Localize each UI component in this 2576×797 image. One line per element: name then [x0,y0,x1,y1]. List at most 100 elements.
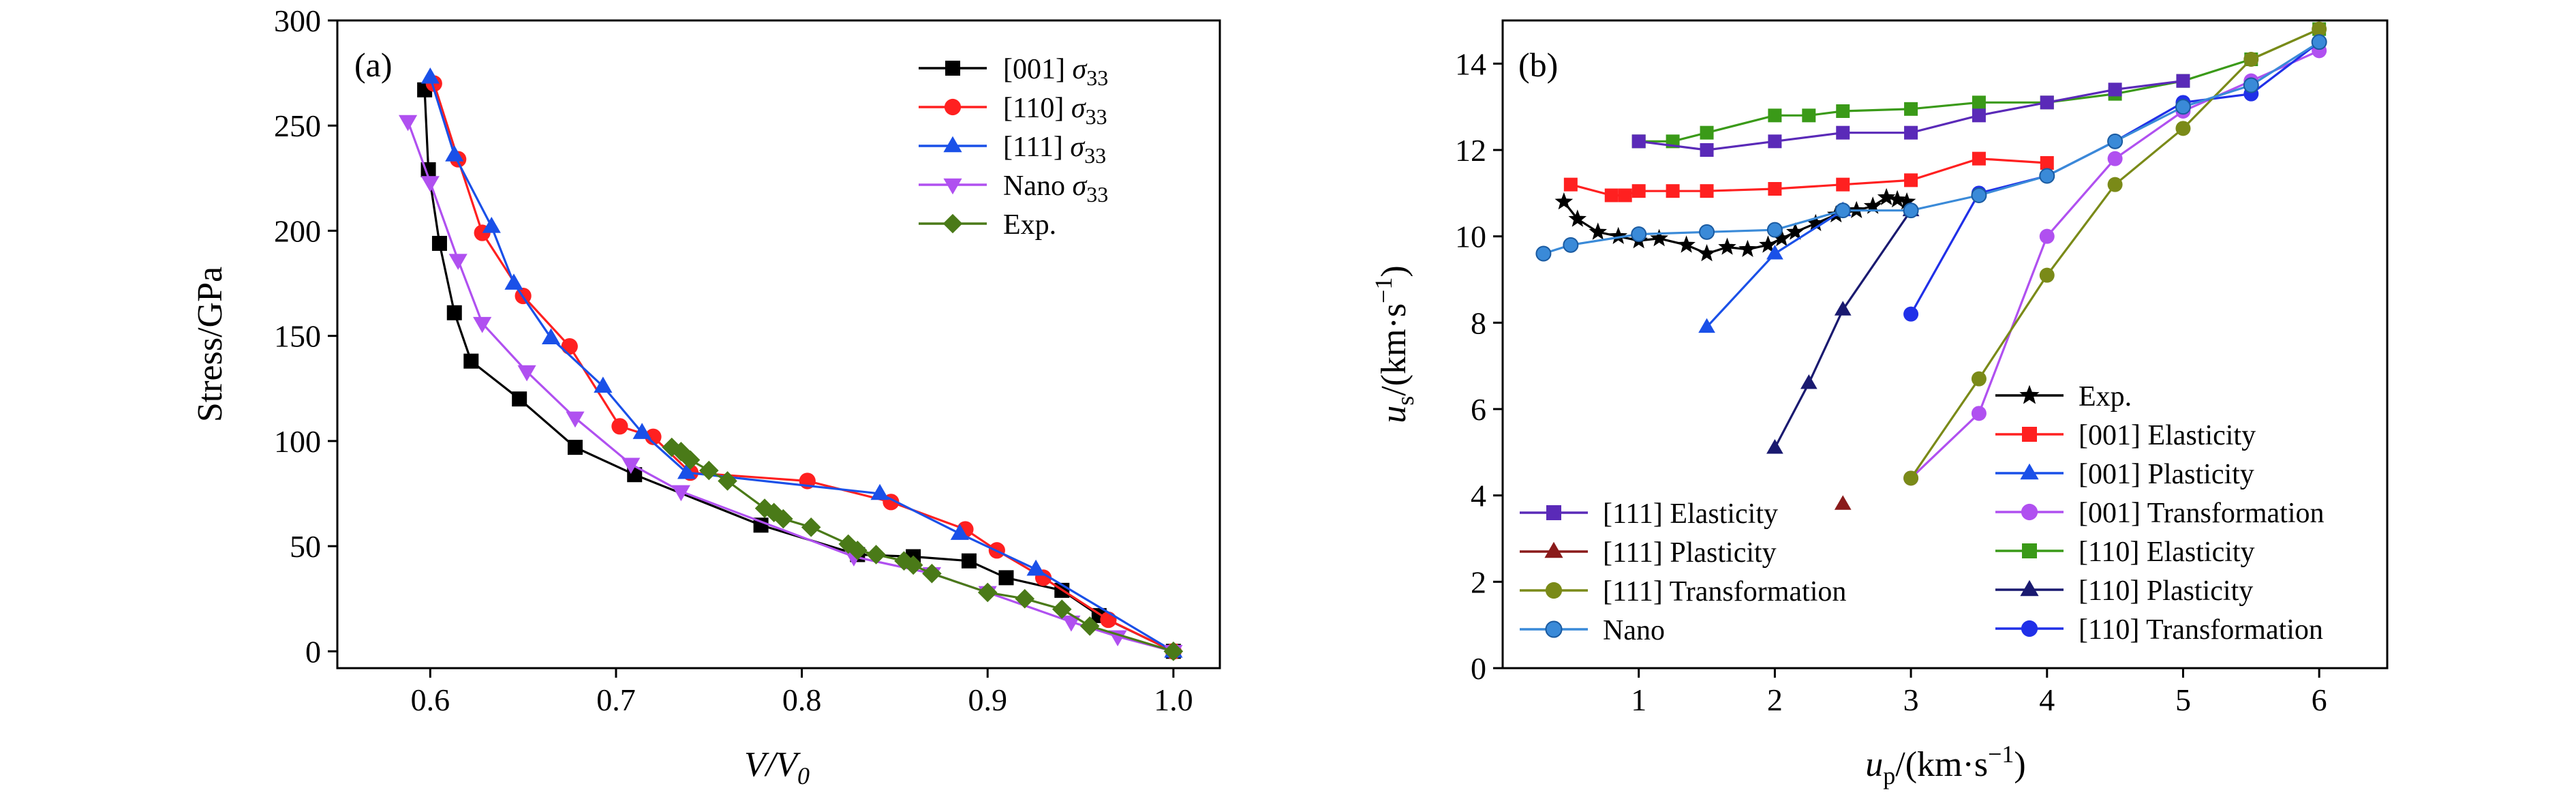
panel-b-legend-label: [110] Plasticity [2079,575,2253,607]
panel-a: 0.6 0.7 0.8 0.9 1.0 0 50 100 150 200 250 300 (a) St… [191,3,1221,790]
panel-b-point-111-elasticity [1700,143,1714,157]
panel-a-ticks: 0.6 0.7 0.8 0.9 1.0 0 50 100 150 200 250 300 [274,3,1193,717]
panel-b-y-axis-label-rest: /(km·s [1375,303,1413,396]
panel-a-point-111-33 [504,273,523,290]
panel-b-point-nano [2311,34,2327,50]
panel-b-legend-entry-111-elasticity: [111] Elasticity [1520,498,1778,530]
panel-a-x-tick-label: 0.9 [968,682,1007,717]
panel-b-x-axis-label-end: ) [2014,745,2025,784]
panel-b-point-110-elasticity [1802,108,1816,123]
panel-b-point-111-elasticity [2108,82,2122,97]
panel-a-point-nano-33 [1108,630,1127,647]
panel-b-point-nano [1766,222,1783,238]
panel-b-series-001-transformation [1903,43,2327,486]
panel-a-point-111-33 [632,423,651,439]
panel-a-y-tick-label: 200 [274,213,321,248]
panel-b-legend-marker [2022,543,2037,558]
panel-b-point-111-elasticity [1836,125,1850,140]
panel-b-legend-label: [110] Transformation [2079,614,2323,646]
panel-a-point-nano-33 [517,365,536,382]
panel-b-legend-marker [1544,541,1563,558]
panel-b-legend-entry-exp: Exp. [1995,381,2132,412]
panel-b-point-110-elasticity [1768,108,1782,123]
panel-b-point-exp [1568,209,1587,227]
panel-b-point-001-elasticity [1604,188,1619,202]
panel-a-axes-frame [336,19,1221,670]
panel-a-y-tick-label: 50 [290,529,321,564]
panel-a-point-001-33 [431,235,447,251]
panel-b-point-exp [1718,237,1736,255]
panel-a-legend-marker [944,98,962,116]
panel-b-point-exp [1554,192,1574,210]
panel-b-point-nano [1835,202,1851,219]
panel-b-legend-label: [111] Elasticity [1603,498,1778,530]
legend-label-subscript: 33 [1084,143,1106,168]
panel-a-point-exp [838,534,859,554]
panel-a-point-nano-33 [473,316,492,333]
panel-b-point-001-plasticity [1766,245,1783,260]
panel-a-y-tick-label: 250 [274,108,321,143]
panel-b-x-tick-label: 2 [1767,682,1783,717]
panel-b-legend-entry-110-elasticity: [110] Elasticity [1995,537,2255,568]
panel-a-legend-marker [942,213,963,234]
panel-b-point-nano [2175,99,2191,115]
panel-b-line-110-elasticity [1638,28,2320,142]
panel-a-point-001-33 [961,553,977,569]
panel-b-point-001-elasticity [1700,184,1714,198]
panel-a-point-110-33 [1100,611,1117,629]
panel-a-legend-label: [001] σ33 [1003,54,1108,90]
panel-a-point-exp [894,551,914,571]
panel-b-point-110-elasticity [1700,125,1714,140]
panel-b-point-nano [1631,226,1647,242]
panel-a-point-exp [1052,599,1072,619]
legend-label-subscript: 33 [1086,65,1108,90]
panel-b-point-001-elasticity [1618,188,1632,202]
panel-b-point-111-elasticity [1972,108,1986,123]
panel-b-point-exp [1650,228,1668,247]
panel-a-point-111-33 [541,328,561,345]
panel-a-point-001-33 [753,517,769,533]
panel-a-point-nano-33 [566,411,585,428]
panel-a-legend-entry-exp: Exp. [919,209,1056,241]
panel-a-point-exp [922,563,942,584]
panel-a-point-110-33 [645,428,662,445]
panel-b-series-110-plasticity [1766,201,1920,454]
panel-a-x-tick-label: 0.7 [596,682,636,717]
panel-b-point-001-plasticity [1698,318,1715,333]
panel-b-point-nano [1535,245,1552,262]
panel-b-point-nano [1563,237,1579,253]
panel-b-series-001-plasticity [1698,201,1852,333]
panel-a-point-exp [801,517,821,537]
panel-a-legend-entry-110-33: [110] σ33 [919,93,1107,129]
panel-b-point-001-elasticity [1768,182,1782,196]
panel-b-point-001-elasticity [1631,184,1646,198]
panel-a-point-001-33 [998,570,1014,586]
panel-b-y-tick-label: 6 [1471,392,1486,427]
panel-b-point-exp [1589,222,1608,240]
panel-a-legend-label: Exp. [1003,209,1056,241]
panel-b-series-001-elasticity [1563,151,2054,202]
panel-b-legend-marker [2021,503,2038,521]
panel-b-point-exp [1888,190,1907,208]
panel-a-point-001-33 [446,305,462,320]
panel-a-point-exp [977,582,998,603]
panel-a-point-exp [1079,616,1100,636]
panel-b-legend-entry-001-elasticity: [001] Elasticity [1995,420,2256,451]
panel-b-point-110-elasticity [1904,102,1918,116]
panel-b-legend-entry-nano: Nano [1520,615,1665,646]
panel-b-point-exp [1738,239,1757,257]
panel-a-point-nano-33 [622,457,641,475]
panel-a-legend-entry-nano-33: Nano σ33 [919,170,1108,207]
panel-b-point-001-elasticity [1563,177,1578,192]
panel-b-point-111-transformation [1971,371,1987,387]
panel-b-legend-entry-111-transformation: [111] Transformation [1520,576,1846,607]
panel-a-x-tick-label: 0.6 [411,682,450,717]
panel-a-point-exp [662,437,682,457]
panel-b-x-tick-label: 3 [1903,682,1919,717]
panel-a-point-111-33 [594,376,613,393]
panel-b-legend-marker [2020,463,2039,480]
panel-a-x-tick-label: 0.8 [782,682,822,717]
